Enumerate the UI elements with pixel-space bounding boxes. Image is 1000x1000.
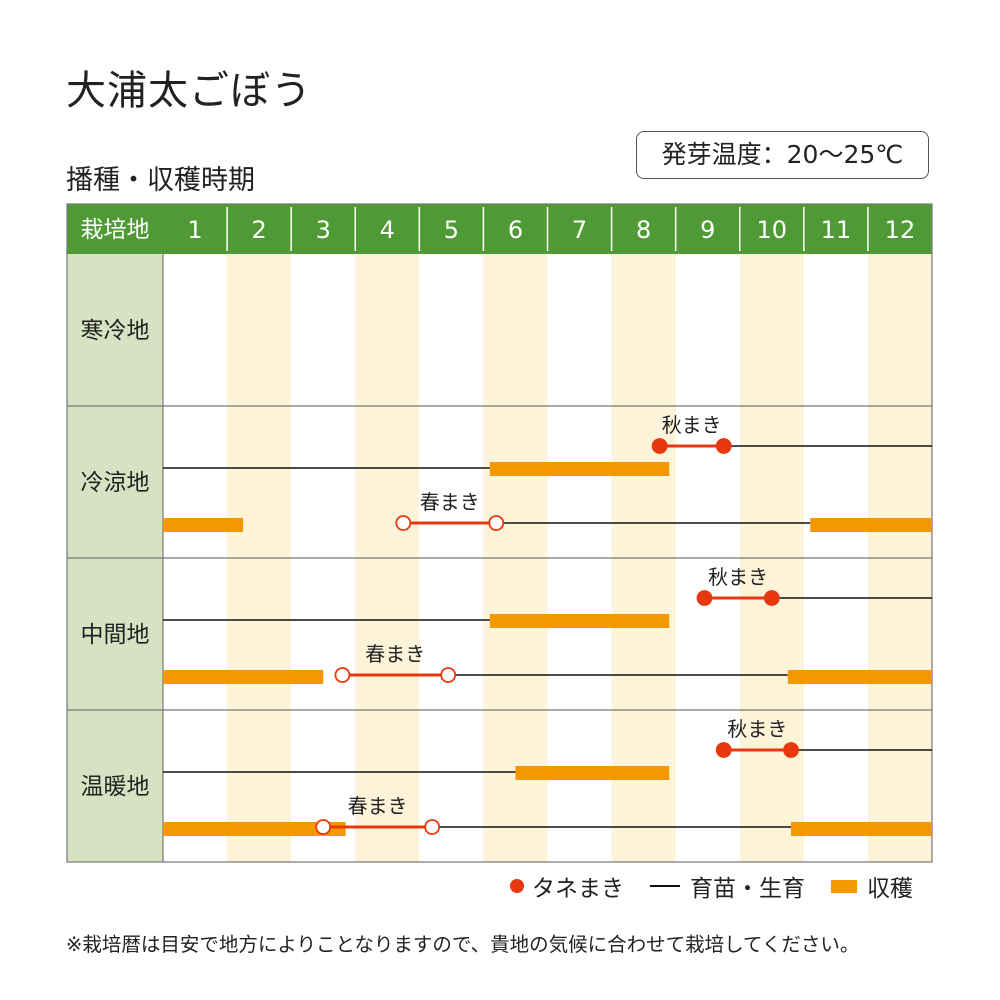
region-label: 温暖地 bbox=[81, 774, 150, 800]
harvest-bar bbox=[163, 518, 244, 532]
sowing-marker bbox=[488, 515, 505, 531]
harvest-bar-icon bbox=[831, 879, 857, 893]
region-cell bbox=[67, 406, 163, 558]
sowing-marker bbox=[334, 667, 351, 683]
germination-temperature-box: 発芽温度：20〜25℃ bbox=[636, 131, 929, 179]
month-label: 4 bbox=[380, 216, 395, 244]
sowing-marker bbox=[696, 590, 713, 606]
sowing-marker bbox=[424, 819, 441, 835]
region-label: 寒冷地 bbox=[81, 318, 150, 344]
sowing-label: 秋まき bbox=[727, 717, 787, 741]
sowing-marker bbox=[715, 438, 732, 454]
month-label: 8 bbox=[636, 216, 651, 244]
legend-label-growing: 育苗・生育 bbox=[690, 876, 805, 902]
region-cell bbox=[67, 254, 163, 406]
growing-line-icon bbox=[650, 885, 680, 887]
region-cell bbox=[67, 558, 163, 710]
month-label: 7 bbox=[572, 216, 587, 244]
legend-item-sowing: タネまき bbox=[510, 869, 624, 903]
sowing-marker bbox=[763, 590, 780, 606]
page-title: 大浦太ごぼう bbox=[66, 68, 312, 114]
region-label: 冷涼地 bbox=[81, 470, 150, 496]
sowing-label: 春まき bbox=[365, 642, 425, 666]
month-label: 6 bbox=[508, 216, 523, 244]
harvest-bar bbox=[787, 670, 932, 684]
sowing-marker bbox=[715, 742, 732, 758]
month-label: 11 bbox=[821, 216, 852, 244]
sowing-label: 秋まき bbox=[708, 565, 768, 589]
month-label: 10 bbox=[757, 216, 788, 244]
sowing-marker bbox=[315, 819, 332, 835]
chart-border bbox=[66, 203, 933, 863]
month-label: 1 bbox=[187, 216, 202, 244]
harvest-bar bbox=[515, 766, 670, 780]
month-header bbox=[67, 204, 932, 254]
header-label: 栽培地 bbox=[81, 217, 150, 243]
sowing-marker bbox=[440, 667, 457, 683]
harvest-bar bbox=[489, 462, 670, 476]
legend-item-harvest: 収穫 bbox=[831, 869, 913, 903]
harvest-bar bbox=[163, 822, 346, 836]
month-label: 12 bbox=[885, 216, 916, 244]
month-label: 9 bbox=[700, 216, 715, 244]
harvest-bar bbox=[163, 670, 324, 684]
harvest-bar bbox=[791, 822, 932, 836]
harvest-bar bbox=[810, 518, 932, 532]
month-label: 3 bbox=[316, 216, 331, 244]
harvest-bar bbox=[489, 614, 670, 628]
sowing-label: 春まき bbox=[420, 490, 480, 514]
sowing-label: 春まき bbox=[348, 794, 408, 818]
footnote: ※栽培暦は目安で地方によりことなりますので、貴地の気候に合わせて栽培してください… bbox=[66, 933, 860, 956]
region-cell bbox=[67, 710, 163, 862]
sowing-marker bbox=[783, 742, 799, 758]
sowing-dot-icon bbox=[510, 879, 524, 893]
legend-item-growing: 育苗・生育 bbox=[650, 869, 805, 903]
legend: タネまき 育苗・生育 収穫 bbox=[510, 869, 913, 903]
chart-subtitle: 播種・収穫時期 bbox=[66, 165, 255, 196]
month-label: 2 bbox=[251, 216, 266, 244]
month-label: 5 bbox=[444, 216, 459, 244]
legend-label-sowing: タネまき bbox=[532, 876, 624, 902]
legend-label-harvest: 収穫 bbox=[867, 876, 913, 902]
region-label: 中間地 bbox=[81, 622, 150, 648]
sowing-marker bbox=[395, 515, 412, 531]
sowing-label: 秋まき bbox=[662, 413, 722, 437]
sowing-marker bbox=[651, 438, 668, 454]
